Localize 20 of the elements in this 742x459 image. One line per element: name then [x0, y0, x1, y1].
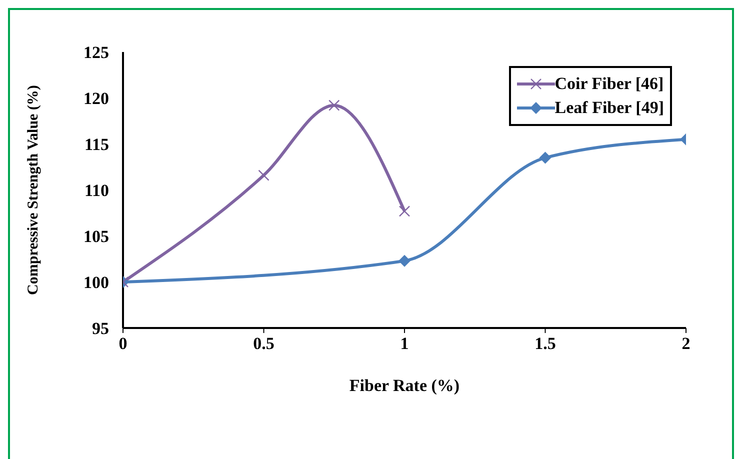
point	[539, 152, 552, 164]
x-tick-label: 1.5	[534, 334, 556, 354]
x-tick-label: 2	[682, 334, 690, 354]
legend-label: Leaf Fiber [49]	[554, 97, 664, 119]
y-axis-title: Compressive Strength Value (%)	[25, 85, 42, 295]
legend-label: Coir Fiber [46]	[554, 73, 664, 95]
point	[398, 254, 410, 267]
x-tick-label: 0	[118, 334, 128, 354]
y-tick-label: 105	[84, 227, 109, 246]
y-tick-label: 120	[84, 89, 109, 108]
point	[328, 100, 340, 111]
y-tick-label: 115	[84, 135, 109, 154]
y-tick-label: 125	[84, 43, 109, 62]
x-axis-title: Fiber Rate (%)	[349, 376, 460, 395]
point	[398, 206, 410, 217]
y-tick-label: 100	[84, 273, 109, 292]
y-tick-label: 95	[92, 319, 109, 338]
y-tick-label: 110	[84, 181, 109, 200]
x-tick-label: 1	[400, 334, 409, 354]
x-tick-label: 0.5	[253, 334, 274, 354]
